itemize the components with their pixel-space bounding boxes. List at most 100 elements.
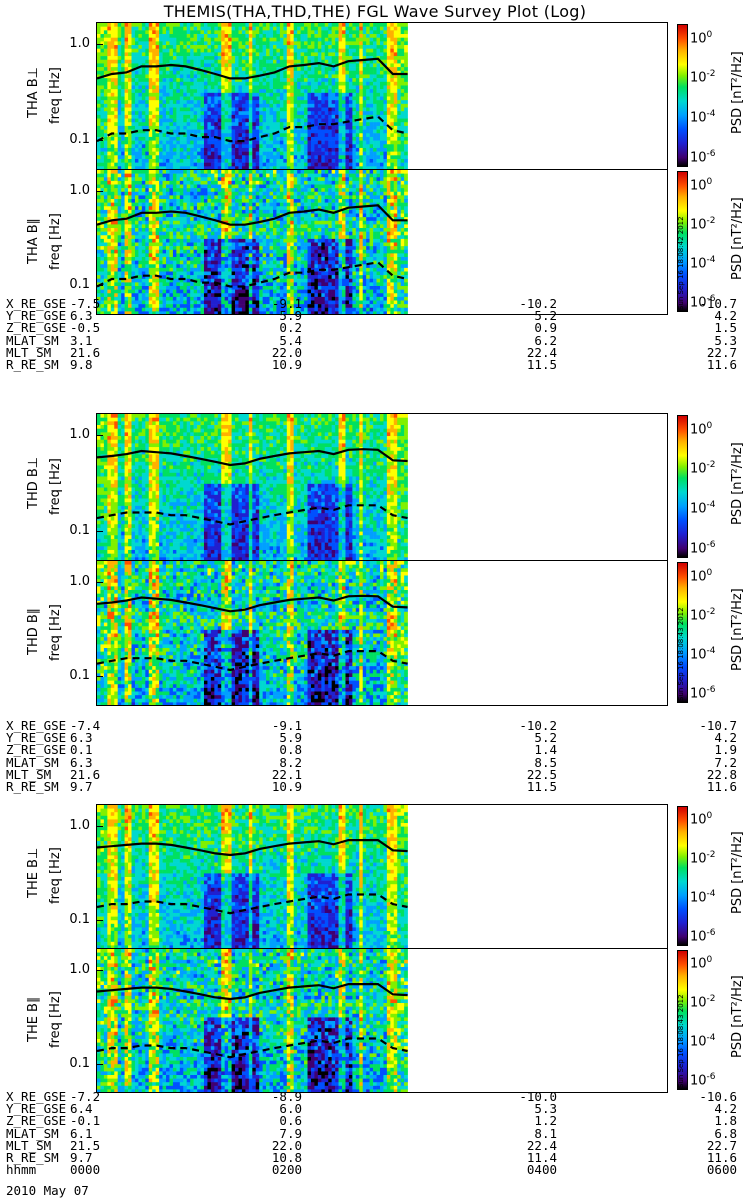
y-tick-mark xyxy=(97,190,103,192)
orbit-value: 1.4 xyxy=(534,744,557,757)
panel-label: THD B⊥ xyxy=(26,456,41,508)
y-axis-label: freq [Hz] xyxy=(48,991,63,1048)
orbit-row-name: MLT_SM xyxy=(6,1139,51,1152)
y-tick-mark xyxy=(97,1063,103,1065)
orbit-value: 1.8 xyxy=(714,1115,737,1128)
orbit-row-name: R_RE_SM xyxy=(6,780,59,793)
orbit-row: hhmm 0000 0200 0400 0600 xyxy=(6,1163,746,1176)
orbit-value: 10.9 xyxy=(272,358,302,371)
orbit-value: 10.8 xyxy=(272,1151,302,1164)
orbit-value: 5.3 xyxy=(534,1102,557,1115)
orbit-value: -10.7 xyxy=(699,719,737,732)
colorbar-label: PSD [nT²/Hz] xyxy=(730,51,745,134)
orbit-row-name: MLAT_SM xyxy=(6,1127,59,1140)
orbit-value: 5.2 xyxy=(534,309,557,322)
panel-label: THE B∥ xyxy=(26,997,41,1042)
orbit-value: -9.1 xyxy=(272,719,302,732)
y-tick-label: 0.1 xyxy=(46,1056,90,1071)
colorbar-tick-label: 10-2 xyxy=(690,69,716,85)
orbit-value: 1.5 xyxy=(714,322,737,335)
solid-frequency-line xyxy=(97,204,408,226)
y-tick-label: 0.1 xyxy=(46,912,90,927)
orbit-row: MLT_SM 21.6 22.1 22.5 22.8 xyxy=(6,768,746,781)
colorbar-tick-label: 10-2 xyxy=(690,460,716,476)
orbit-value: -10.6 xyxy=(699,1090,737,1103)
dashed-frequency-line xyxy=(97,115,408,143)
orbit-value: 4.2 xyxy=(714,731,737,744)
panel-label: THA B∥ xyxy=(26,217,41,263)
y-tick-label: 1.0 xyxy=(46,36,90,51)
spectrogram-panel-4 xyxy=(96,560,668,706)
solid-frequency-line xyxy=(97,839,408,857)
orbit-value: 22.0 xyxy=(272,1139,302,1152)
y-tick-mark xyxy=(97,531,103,533)
dashed-frequency-line xyxy=(97,893,408,915)
orbit-value: 22.5 xyxy=(527,768,557,781)
dashed-frequency-line xyxy=(97,1037,408,1059)
colorbar-tick-label: 100 xyxy=(690,421,712,437)
orbit-value: 8.2 xyxy=(279,756,302,769)
orbit-value: 6.8 xyxy=(714,1127,737,1140)
dashed-frequency-line xyxy=(97,261,408,288)
orbit-value: -9.1 xyxy=(272,297,302,310)
y-tick-label: 0.1 xyxy=(46,523,90,538)
colorbar-label: PSD [nT²/Hz] xyxy=(730,197,745,280)
colorbar xyxy=(677,950,688,1090)
orbit-value: 5.2 xyxy=(534,731,557,744)
orbit-row-name: R_RE_SM xyxy=(6,358,59,371)
date-label: 2010 May 07 xyxy=(6,1184,746,1197)
orbit-row: Z_RE_GSE 0.1 0.8 1.4 1.9 xyxy=(6,744,746,757)
colorbar-label: PSD [nT²/Hz] xyxy=(730,588,745,671)
orbit-row: MLT_SM 21.5 22.0 22.4 22.7 xyxy=(6,1139,746,1152)
spectrogram-cells xyxy=(97,949,408,1092)
colorbar-tick-label: 10-6 xyxy=(690,149,716,165)
orbit-value: 22.4 xyxy=(527,1139,557,1152)
y-axis-label: freq [Hz] xyxy=(48,67,63,124)
orbit-row-name: MLT_SM xyxy=(6,346,51,359)
colorbar-tick-label: 10-4 xyxy=(690,500,716,516)
orbit-value: 9.7 xyxy=(70,780,93,793)
spectrogram-plot xyxy=(97,949,408,1092)
orbit-row: MLAT_SM 6.3 8.2 8.5 7.2 xyxy=(6,756,746,769)
orbit-value: 6.0 xyxy=(279,1102,302,1115)
orbit-row-name: X_RE_GSE xyxy=(6,1090,66,1103)
orbit-value: 5.3 xyxy=(714,334,737,347)
orbit-row: MLAT_SM 6.1 7.9 8.1 6.8 xyxy=(6,1127,746,1140)
dashed-frequency-line xyxy=(97,650,408,672)
y-tick-mark xyxy=(97,581,103,583)
y-tick-label: 1.0 xyxy=(46,818,90,833)
y-tick-label: 0.1 xyxy=(46,668,90,683)
orbit-value: 1.9 xyxy=(714,744,737,757)
orbit-value: 11.6 xyxy=(707,1151,737,1164)
colorbar-label: PSD [nT²/Hz] xyxy=(730,975,745,1058)
orbit-value: 21.6 xyxy=(70,346,100,359)
y-tick-mark xyxy=(97,919,103,921)
spectrogram-panel-5 xyxy=(96,804,668,949)
orbit-table-2: X_RE_GSE -7.4 -9.1 -10.2 -10.7 Y_RE_GSE 6.3 5.9… xyxy=(6,719,746,793)
orbit-row-name: X_RE_GSE xyxy=(6,719,66,732)
orbit-row-name: X_RE_GSE xyxy=(6,297,66,310)
orbit-row-name: hhmm xyxy=(6,1163,36,1176)
orbit-value: 0.8 xyxy=(279,744,302,757)
y-tick-mark xyxy=(97,140,103,142)
colorbar-tick-label: 10-6 xyxy=(690,928,716,944)
orbit-value: 0600 xyxy=(707,1163,737,1176)
spectrogram-plot xyxy=(97,414,408,560)
spectrogram-plot xyxy=(97,561,408,705)
y-axis-label: freq [Hz] xyxy=(48,604,63,661)
spectrogram-cells xyxy=(97,23,408,169)
orbit-value: 4.2 xyxy=(714,309,737,322)
colorbar xyxy=(677,171,688,312)
orbit-value: 21.6 xyxy=(70,768,100,781)
colorbar-tick-label: 10-6 xyxy=(690,685,716,701)
colorbar-tick-label: 10-2 xyxy=(690,607,716,623)
orbit-row-name: Z_RE_GSE xyxy=(6,1115,66,1128)
colorbar-label: PSD [nT²/Hz] xyxy=(730,831,745,914)
orbit-row: Y_RE_GSE 6.3 5.9 5.2 4.2 xyxy=(6,309,746,322)
colorbar-tick-label: 10-6 xyxy=(690,540,716,556)
spectrogram-cells xyxy=(97,414,408,560)
orbit-value: -0.5 xyxy=(70,322,100,335)
orbit-value: 1.2 xyxy=(534,1115,557,1128)
spectrogram-panel-2 xyxy=(96,169,668,315)
y-tick-mark xyxy=(97,969,103,971)
